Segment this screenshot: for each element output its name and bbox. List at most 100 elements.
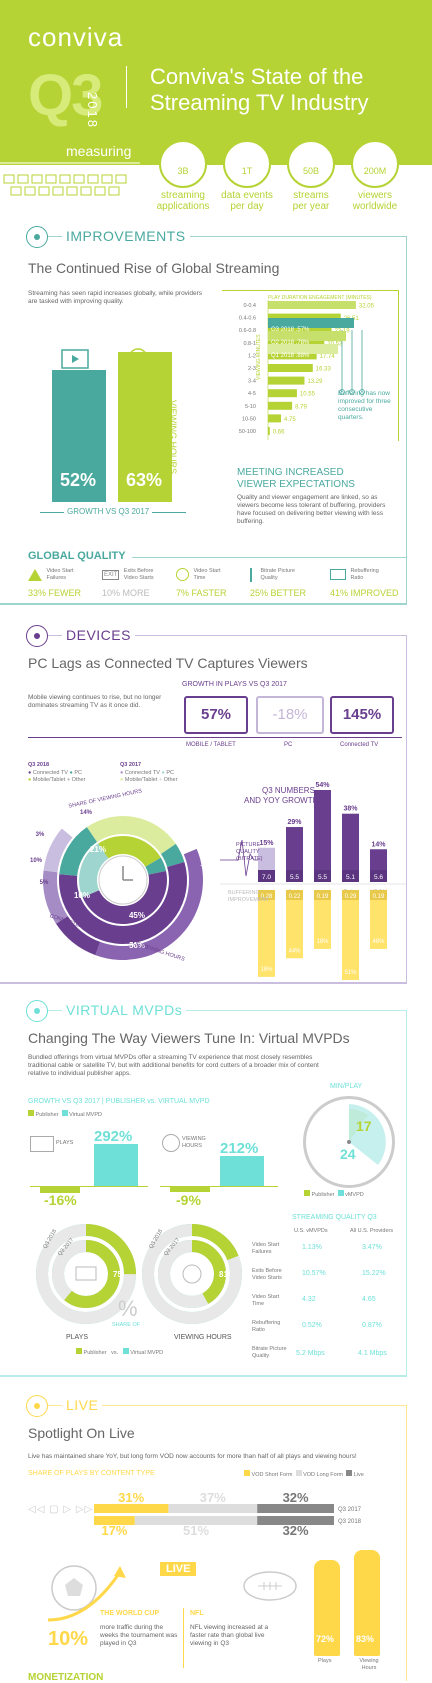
legend-item: Other — [163, 777, 178, 783]
quality-label: Video Start Failures — [46, 567, 74, 581]
live-title: LIVE — [62, 1397, 103, 1413]
vmvpd-hours-value: 212% — [220, 1140, 259, 1157]
stat-data: 1T data events per day — [214, 140, 280, 212]
tick-label: 1-2 — [248, 353, 256, 359]
ring-hours-outer-pub — [142, 1224, 242, 1324]
donut-slice-inner — [98, 836, 161, 867]
worldcup-title: THE WORLD CUP — [100, 1610, 160, 1617]
q3-title-2: AND YOY GROWTH — [244, 796, 319, 805]
duration-bar — [268, 338, 325, 347]
live-share-title: SHARE OF PLAYS BY CONTENT TYPE — [28, 1470, 155, 1477]
bitrate-value: 5.6 — [374, 874, 383, 881]
growth-bar — [370, 849, 387, 870]
tv-icon — [75, 1266, 97, 1281]
content-segment — [134, 1516, 258, 1525]
soccer-ball-icon — [47, 1565, 126, 1622]
stream-icon: 50B — [287, 140, 335, 188]
legend-2018: Q3 2018 — [28, 762, 50, 768]
donut-label: 5% — [40, 880, 49, 886]
quality-line — [132, 557, 406, 558]
content-pct: 17% — [101, 1523, 127, 1538]
quality-item: Rebuffering Ratio 41% IMPROVED — [330, 566, 410, 598]
vmvpd-title: VIRTUAL MVPDs — [62, 1002, 187, 1018]
sq-a: 0.52% — [302, 1322, 322, 1329]
clock-icon — [162, 1134, 180, 1152]
vmvpd-growth-title: GROWTH VS Q3 2017 | PUBLISHER vs. VIRTUA… — [28, 1098, 210, 1105]
donut-label: 10% — [30, 858, 43, 864]
row-label: Q3 2018 — [338, 1519, 362, 1525]
buffer-cap — [342, 890, 359, 900]
meeting-text: Quality and viewer engagement are linked… — [237, 494, 386, 525]
ctv-share-slice — [95, 848, 204, 960]
year-label: 2018 — [85, 92, 100, 129]
stat-label: data events — [221, 190, 273, 201]
buffering-label: BUFFERING IMPROVEMENT — [228, 890, 269, 903]
data-label: 4.75 — [284, 417, 296, 423]
quarter-label: Q3 — [28, 63, 103, 128]
duration-bar — [268, 389, 297, 398]
ring-hours-a: 58 — [205, 1270, 214, 1279]
growth-bar — [258, 847, 275, 870]
legend-q2-2018: Q2 2018 .78% — [268, 331, 346, 346]
table-row: Video Start Time 4.32 4.65 — [252, 1290, 402, 1316]
meeting-title-1: MEETING INCREASED — [237, 467, 344, 478]
growth-bar — [314, 790, 331, 870]
buffer-pct: 18% — [260, 967, 273, 973]
devices-heading: PC Lags as Connected TV Captures Viewers — [28, 655, 308, 671]
buffer-cap — [314, 890, 331, 900]
nfl-title: NFL — [190, 1610, 204, 1617]
duration-axis: VIEWING MINUTES — [256, 334, 262, 380]
bitrate-cell — [258, 870, 275, 882]
nfl-plays-label: Plays — [318, 1658, 332, 1664]
growth-label: 29% — [287, 819, 302, 826]
tick-label: 10-50 — [242, 416, 256, 422]
tv-icon — [61, 349, 89, 369]
donut-slice-inner — [79, 843, 109, 898]
nfl-hours-label: Viewing Hours — [359, 1658, 379, 1671]
buffer-value: 0.19 — [373, 894, 385, 900]
legend-2017: Q3 2017 — [120, 762, 142, 768]
devices-growth-title: GROWTH IN PLAYS VS Q3 2017 — [182, 681, 287, 688]
sq-title: STREAMING QUALITY Q3 — [292, 1214, 377, 1221]
stat-label: streaming — [161, 190, 205, 201]
stat-label: per day — [230, 201, 264, 212]
divider — [126, 66, 127, 108]
nfl-hours-value: 83% — [356, 1634, 375, 1644]
buffer-value: 0.28 — [261, 894, 273, 900]
content-pct: 32% — [283, 1490, 309, 1505]
live-intro: Live has maintained share YoY, but long … — [28, 1453, 357, 1460]
pc-device: -18% — [256, 696, 324, 734]
sq-col-b: All U.S. Providers — [350, 1228, 394, 1234]
tick-label: 0.4-0.6 — [239, 316, 256, 322]
duration-bar — [268, 313, 341, 322]
growth-label: GROWTH VS Q3 2017 — [64, 507, 153, 516]
sq-label: Bitrate Picture Quality — [252, 1346, 287, 1359]
tick-label: 0-0.4 — [243, 303, 256, 309]
duration-title: PLAY DURATION ENGAGEMENT (MINUTES) — [268, 295, 372, 301]
stat-label: viewers — [358, 190, 392, 201]
donut-label: 3% — [36, 832, 45, 838]
sq-a: 10.57% — [302, 1270, 326, 1277]
foam-finger-plays — [314, 1560, 340, 1656]
content-segment — [94, 1504, 169, 1513]
next-section-title: MONETIZATION — [28, 1672, 104, 1683]
ring-plays-b: 75 — [113, 1270, 122, 1279]
duration-bar — [268, 351, 317, 360]
buffer-cap — [258, 890, 275, 900]
quality-value: 10% MORE — [102, 588, 150, 598]
minplay-pub: 17 — [356, 1118, 372, 1134]
table-row: Bitrate Picture Quality 5.2 Mbps 4.1 Mbp… — [252, 1342, 402, 1372]
tv-label: Connected TV — [340, 742, 379, 748]
minplay-legend: Publisher vMVPD — [304, 1190, 364, 1199]
quality-label: Video Start Time — [193, 567, 221, 581]
buffering-note: Buffering has now improved for three con… — [338, 390, 391, 421]
tick-label: 0.6-0.8 — [239, 328, 256, 334]
growth-label: 38% — [343, 806, 358, 813]
quality-value: 7% FASTER — [176, 588, 227, 598]
bitrate-cell — [314, 870, 331, 882]
stat-value: 50B — [302, 166, 319, 176]
measuring-label: measuring — [66, 143, 132, 159]
donut-label: 10% — [74, 891, 90, 900]
content-pct: 51% — [183, 1523, 209, 1538]
buffer-pct: 51% — [344, 970, 357, 976]
